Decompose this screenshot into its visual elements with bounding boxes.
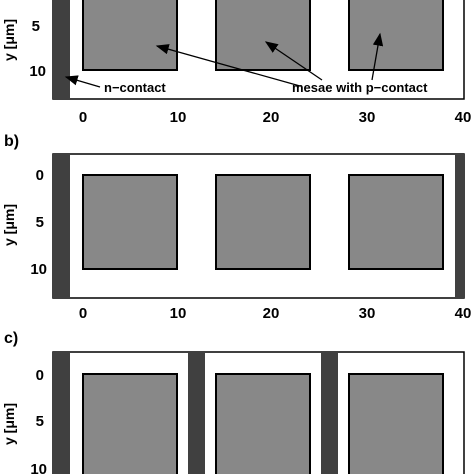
panel-a-xtick-10: 10	[170, 109, 187, 126]
panel-b-label: b)	[4, 133, 19, 150]
panel-c-n-contact-gap-1	[188, 352, 205, 474]
panel-a-xtick-0: 0	[79, 109, 87, 126]
panel-a-xtick-30: 30	[359, 109, 376, 126]
panel-c-n-contact-gap-2	[321, 352, 338, 474]
panel-b-n-contact-right	[455, 154, 464, 298]
mesae-label: mesae with p−contact	[292, 80, 428, 95]
panel-c-ylabel: y [μm]	[1, 403, 17, 445]
mesae-arrow-3	[371, 32, 384, 81]
panel-a-xtick-20: 20	[263, 109, 280, 126]
panel-b-n-contact-left	[53, 154, 70, 298]
panel-c-ytick-0: 0	[36, 367, 44, 384]
panel-a-ytick-5: 5	[32, 18, 40, 35]
panel-b-xtick-0: 0	[79, 305, 87, 322]
panel-c-mesa-3	[348, 373, 444, 474]
panel-b-mesa-3	[348, 174, 444, 270]
panel-a-mesa-3	[348, 0, 444, 71]
panel-a-n-contact-left	[53, 0, 70, 99]
panel-c-mesa-2	[215, 373, 311, 474]
panel-a: 5 10 y [μm] 0 10 20 30 40 n−contact mesa…	[1, 0, 471, 126]
panel-b-xtick-40: 40	[455, 305, 472, 322]
panel-b: b) 0 5 10 y [μm] 0 10 20 30 40	[1, 133, 471, 322]
panel-a-xtick-40: 40	[455, 109, 472, 126]
panel-b-xtick-20: 20	[263, 305, 280, 322]
panel-b-ylabel: y [μm]	[1, 204, 17, 246]
panel-a-ytick-10: 10	[29, 63, 46, 80]
n-contact-label: n−contact	[104, 80, 166, 95]
panel-b-ytick-5: 5	[36, 214, 44, 231]
panel-b-ytick-0: 0	[36, 167, 44, 184]
panel-c-ytick-5: 5	[36, 413, 44, 430]
panel-b-xtick-10: 10	[170, 305, 187, 322]
panel-c-mesa-1	[82, 373, 178, 474]
panel-c: c) 0 5 10 y [μm]	[1, 330, 465, 474]
panel-b-ytick-10: 10	[30, 261, 47, 278]
mesae-arrow-1	[155, 44, 301, 87]
panel-a-ylabel: y [μm]	[1, 19, 17, 61]
panel-b-mesa-1	[82, 174, 178, 270]
n-contact-arrow	[64, 75, 101, 88]
panel-c-n-contact-left	[53, 352, 70, 474]
panel-a-mesa-2	[215, 0, 311, 71]
panel-a-mesa-1	[82, 0, 178, 71]
panel-b-xtick-30: 30	[359, 305, 376, 322]
mesae-arrow-2	[264, 41, 323, 81]
panel-c-ytick-10: 10	[30, 461, 47, 474]
panel-c-label: c)	[4, 330, 18, 347]
panel-b-mesa-2	[215, 174, 311, 270]
